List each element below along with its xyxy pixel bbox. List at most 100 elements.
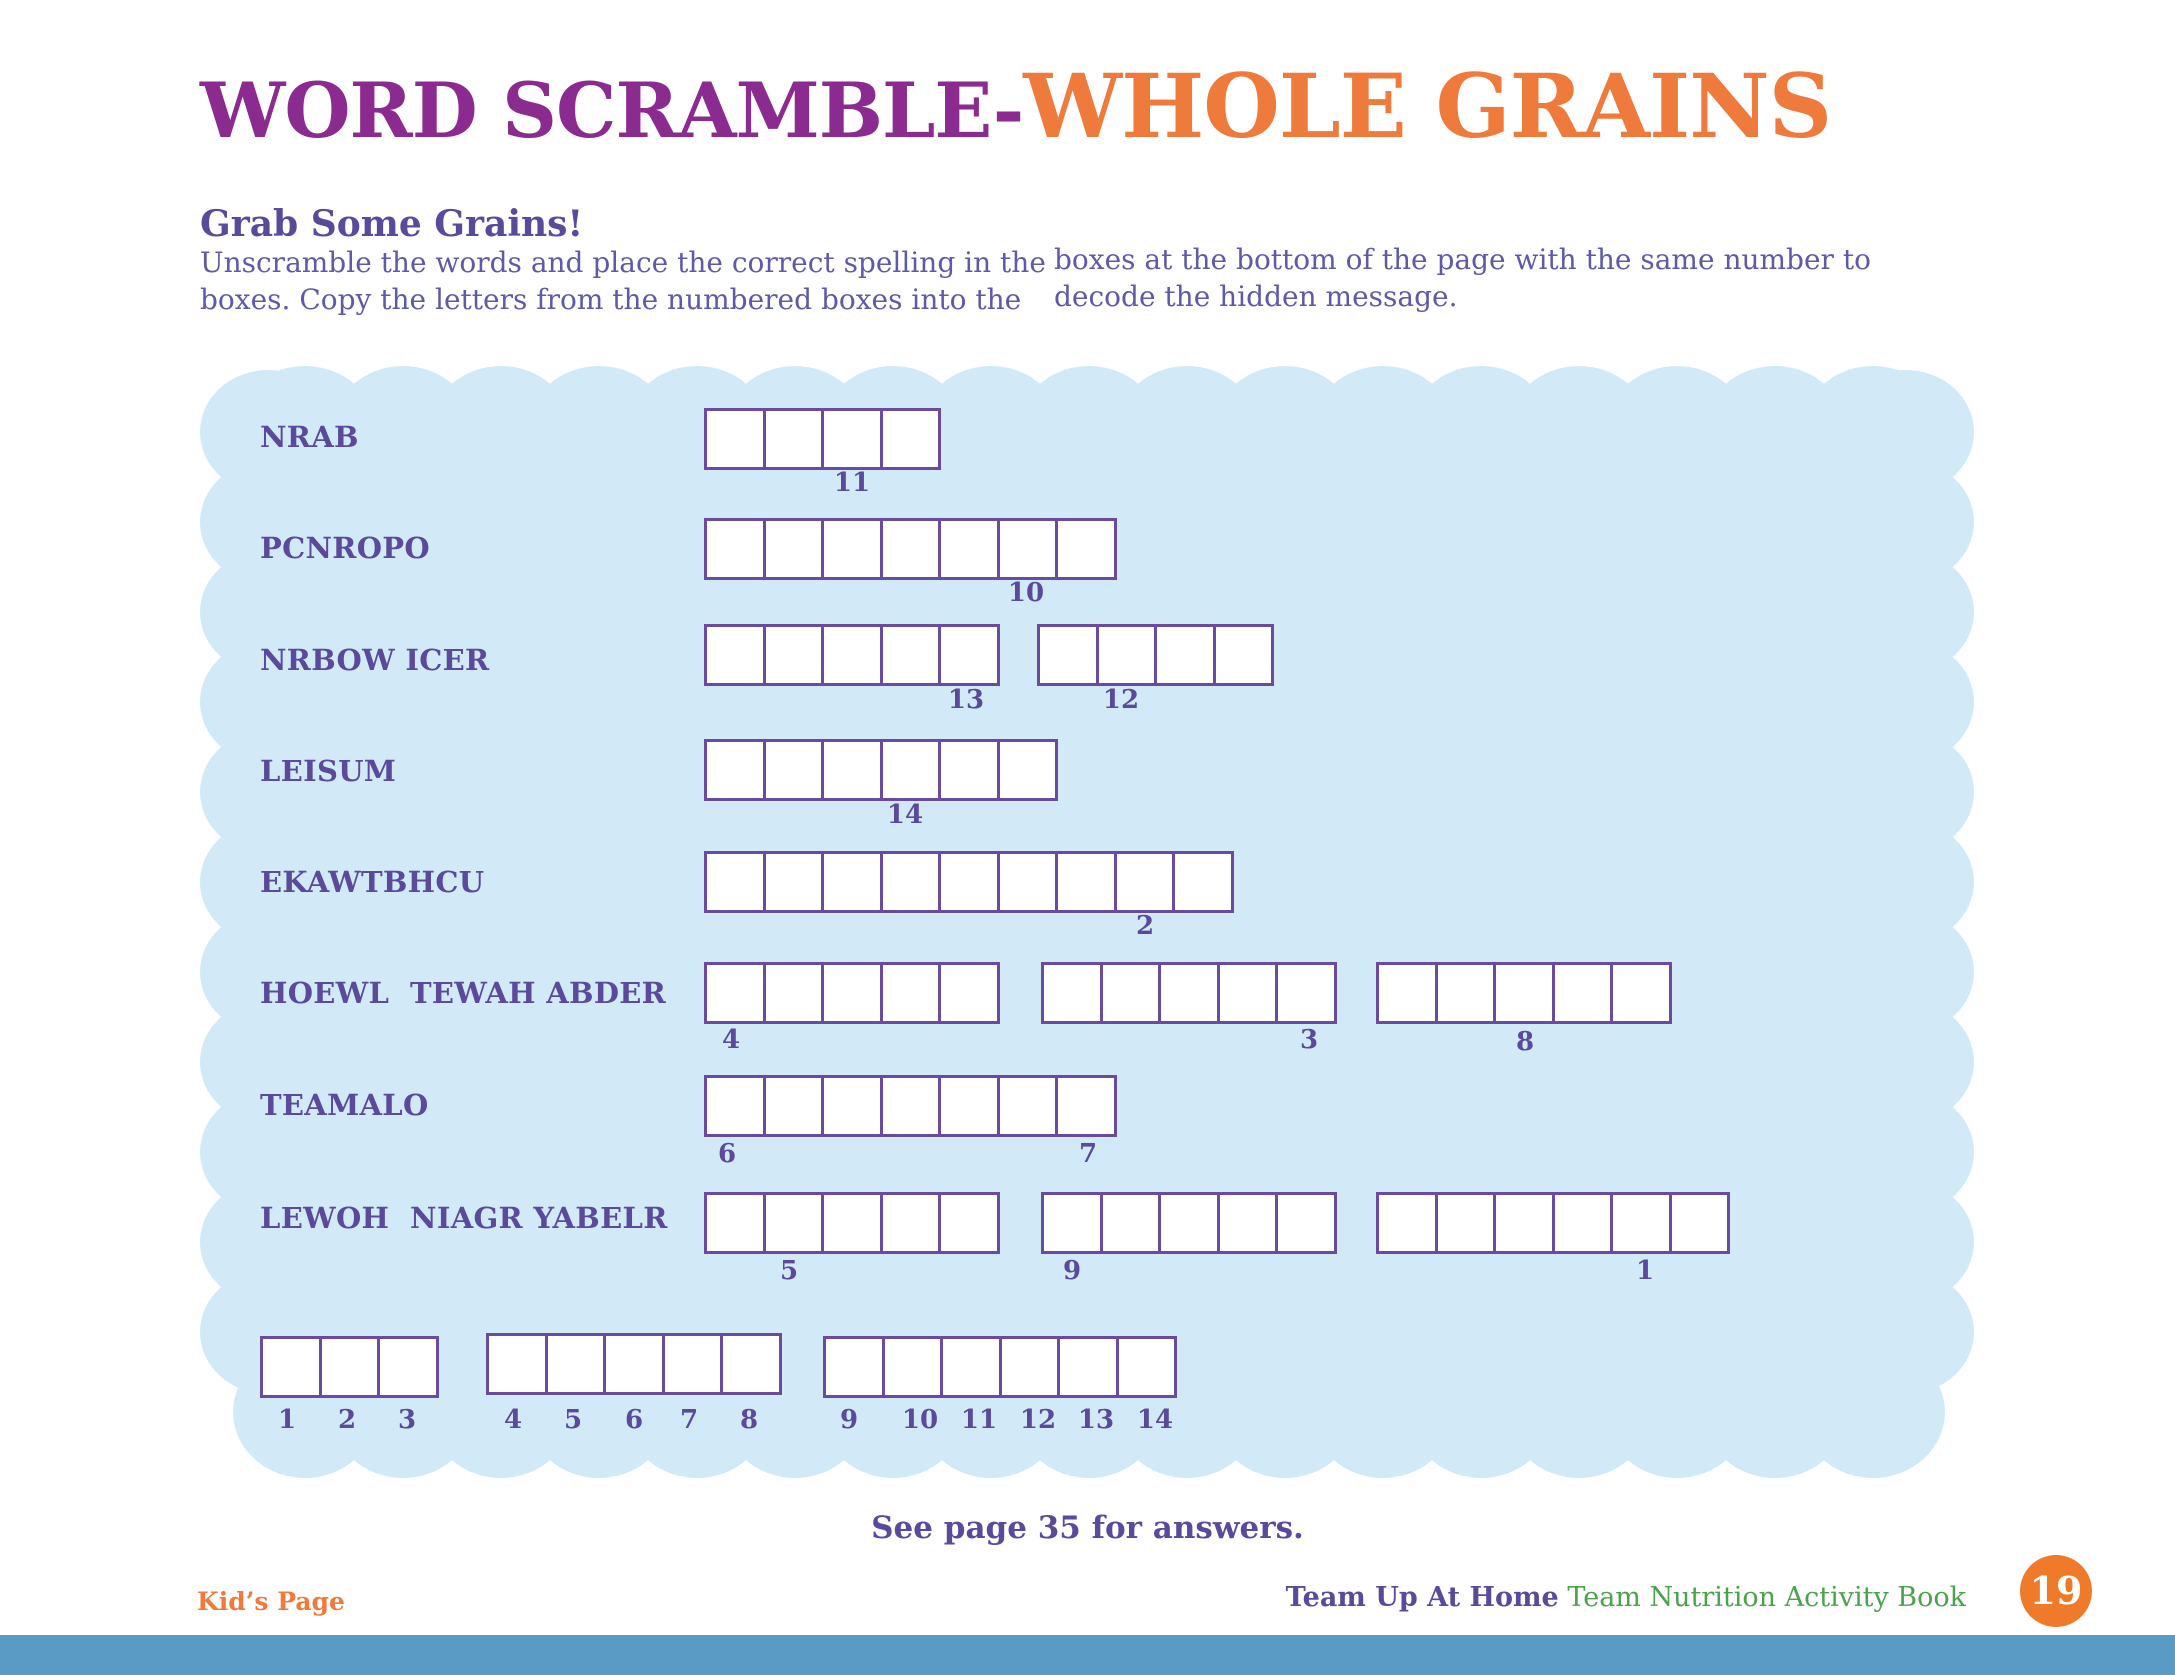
letter-box[interactable] (996, 1075, 1058, 1137)
answer-boxes (704, 624, 1000, 686)
letter-box[interactable] (762, 1075, 824, 1137)
footer-book-regular: Team Nutrition Activity Book (1567, 1582, 1966, 1613)
letter-box[interactable] (762, 739, 824, 801)
letter-box[interactable] (704, 851, 766, 913)
section-heading: Grab Some Grains! (200, 203, 584, 245)
letter-box[interactable] (1055, 1075, 1117, 1137)
letter-box[interactable] (1115, 1336, 1177, 1398)
letter-box[interactable] (823, 1336, 885, 1398)
letter-box[interactable] (762, 1192, 824, 1254)
cloud-puff (1838, 910, 1974, 1034)
letter-box[interactable] (821, 1075, 883, 1137)
letter-box[interactable] (1434, 1192, 1496, 1254)
letter-box[interactable] (486, 1333, 548, 1395)
letter-box[interactable] (1212, 624, 1274, 686)
letter-box[interactable] (762, 624, 824, 686)
letter-box[interactable] (938, 624, 1000, 686)
letter-box[interactable] (704, 739, 766, 801)
letter-box[interactable] (879, 408, 941, 470)
letter-box[interactable] (1113, 851, 1175, 913)
letter-box[interactable] (318, 1336, 380, 1398)
letter-box[interactable] (879, 962, 941, 1024)
letter-box[interactable] (879, 739, 941, 801)
letter-box[interactable] (879, 1075, 941, 1137)
answer-boxes (1041, 962, 1337, 1024)
letter-box[interactable] (938, 1192, 1000, 1254)
letter-box[interactable] (1275, 962, 1337, 1024)
letter-box[interactable] (762, 518, 824, 580)
letter-box[interactable] (821, 739, 883, 801)
letter-box[interactable] (377, 1336, 439, 1398)
letter-box[interactable] (603, 1333, 665, 1395)
letter-box[interactable] (938, 739, 1000, 801)
letter-box[interactable] (879, 624, 941, 686)
letter-box[interactable] (1037, 624, 1099, 686)
answer-boxes (704, 518, 1117, 580)
letter-box[interactable] (1551, 962, 1613, 1024)
letter-box[interactable] (938, 518, 1000, 580)
letter-box[interactable] (260, 1336, 322, 1398)
letter-box[interactable] (879, 1192, 941, 1254)
letter-box[interactable] (1216, 962, 1278, 1024)
letter-box[interactable] (821, 962, 883, 1024)
letter-box[interactable] (821, 408, 883, 470)
title-word-scramble: WORD SCRAMBLE- (200, 66, 1024, 155)
letter-box[interactable] (1154, 624, 1216, 686)
letter-box[interactable] (1158, 1192, 1220, 1254)
letter-box[interactable] (940, 1336, 1002, 1398)
letter-box[interactable] (1172, 851, 1234, 913)
letter-box[interactable] (762, 408, 824, 470)
letter-box[interactable] (704, 962, 766, 1024)
letter-box[interactable] (1057, 1336, 1119, 1398)
letter-box[interactable] (1610, 962, 1672, 1024)
letter-box[interactable] (1668, 1192, 1730, 1254)
footer-book-title: Team Up At Home Team Nutrition Activity … (1286, 1582, 1966, 1613)
letter-box[interactable] (1095, 624, 1157, 686)
letter-box[interactable] (1376, 962, 1438, 1024)
letter-box[interactable] (996, 518, 1058, 580)
letter-box[interactable] (1376, 1192, 1438, 1254)
letter-box[interactable] (762, 962, 824, 1024)
letter-box[interactable] (704, 624, 766, 686)
letter-box[interactable] (1041, 962, 1103, 1024)
letter-box[interactable] (821, 624, 883, 686)
letter-box[interactable] (1610, 1192, 1672, 1254)
letter-box[interactable] (1055, 851, 1117, 913)
letter-box[interactable] (1434, 962, 1496, 1024)
letter-box[interactable] (1099, 1192, 1161, 1254)
answer-boxes (1041, 1192, 1337, 1254)
letter-box[interactable] (879, 851, 941, 913)
message-box-number: 12 (1019, 1405, 1057, 1435)
letter-box[interactable] (996, 851, 1058, 913)
message-box-number: 9 (839, 1405, 859, 1435)
letter-box[interactable] (996, 739, 1058, 801)
letter-box[interactable] (1158, 962, 1220, 1024)
letter-box[interactable] (938, 962, 1000, 1024)
letter-box[interactable] (762, 851, 824, 913)
letter-box[interactable] (879, 518, 941, 580)
letter-box[interactable] (1493, 962, 1555, 1024)
letter-box[interactable] (704, 408, 766, 470)
letter-box[interactable] (720, 1333, 782, 1395)
letter-box[interactable] (821, 851, 883, 913)
letter-box[interactable] (881, 1336, 943, 1398)
letter-box[interactable] (998, 1336, 1060, 1398)
letter-box[interactable] (821, 1192, 883, 1254)
answer-boxes (704, 1075, 1117, 1137)
letter-box[interactable] (704, 518, 766, 580)
letter-box[interactable] (1099, 962, 1161, 1024)
letter-box[interactable] (704, 1192, 766, 1254)
letter-box[interactable] (661, 1333, 723, 1395)
letter-box[interactable] (544, 1333, 606, 1395)
message-box-number: 7 (679, 1405, 699, 1435)
letter-box[interactable] (821, 518, 883, 580)
letter-box[interactable] (1055, 518, 1117, 580)
letter-box[interactable] (1216, 1192, 1278, 1254)
letter-box[interactable] (1041, 1192, 1103, 1254)
letter-box[interactable] (938, 851, 1000, 913)
letter-box[interactable] (938, 1075, 1000, 1137)
letter-box[interactable] (1493, 1192, 1555, 1254)
letter-box[interactable] (704, 1075, 766, 1137)
letter-box[interactable] (1551, 1192, 1613, 1254)
letter-box[interactable] (1275, 1192, 1337, 1254)
